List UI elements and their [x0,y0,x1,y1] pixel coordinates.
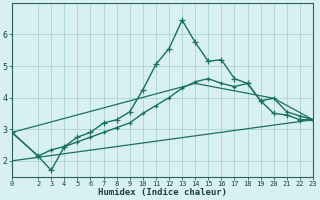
X-axis label: Humidex (Indice chaleur): Humidex (Indice chaleur) [98,188,227,197]
